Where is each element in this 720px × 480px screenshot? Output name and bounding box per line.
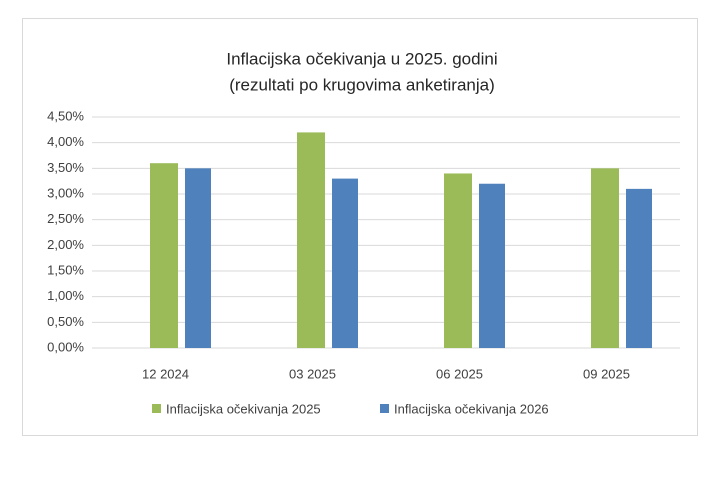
y-tick-label: 2,50% — [47, 211, 84, 226]
bar — [444, 173, 472, 348]
bar — [479, 183, 505, 348]
x-tick-label: 06 2025 — [436, 366, 483, 381]
y-tick-label: 3,00% — [47, 185, 84, 200]
y-tick-label: 4,00% — [47, 134, 84, 149]
y-tick-label: 1,50% — [47, 262, 84, 277]
bar — [297, 132, 325, 348]
legend-label: Inflacijska očekivanja 2026 — [394, 401, 549, 416]
x-tick-label: 12 2024 — [142, 366, 189, 381]
bar — [626, 188, 652, 348]
legend-label: Inflacijska očekivanja 2025 — [166, 401, 321, 416]
y-tick-label: 1,00% — [47, 288, 84, 303]
bar — [332, 178, 358, 348]
legend-swatch — [152, 404, 161, 413]
chart-frame — [22, 18, 698, 436]
y-tick-label: 3,50% — [47, 160, 84, 175]
x-tick-label: 03 2025 — [289, 366, 336, 381]
chart-subtitle: (rezultati po krugovima anketiranja) — [229, 75, 495, 94]
y-tick-label: 4,50% — [47, 108, 84, 123]
legend-swatch — [380, 404, 389, 413]
y-tick-label: 0,50% — [47, 314, 84, 329]
bar — [150, 163, 178, 348]
y-tick-label: 0,00% — [47, 339, 84, 354]
bar — [591, 168, 619, 348]
bar — [185, 168, 211, 348]
x-tick-label: 09 2025 — [583, 366, 630, 381]
chart-title: Inflacijska očekivanja u 2025. godini — [226, 49, 497, 68]
y-tick-label: 2,00% — [47, 237, 84, 252]
